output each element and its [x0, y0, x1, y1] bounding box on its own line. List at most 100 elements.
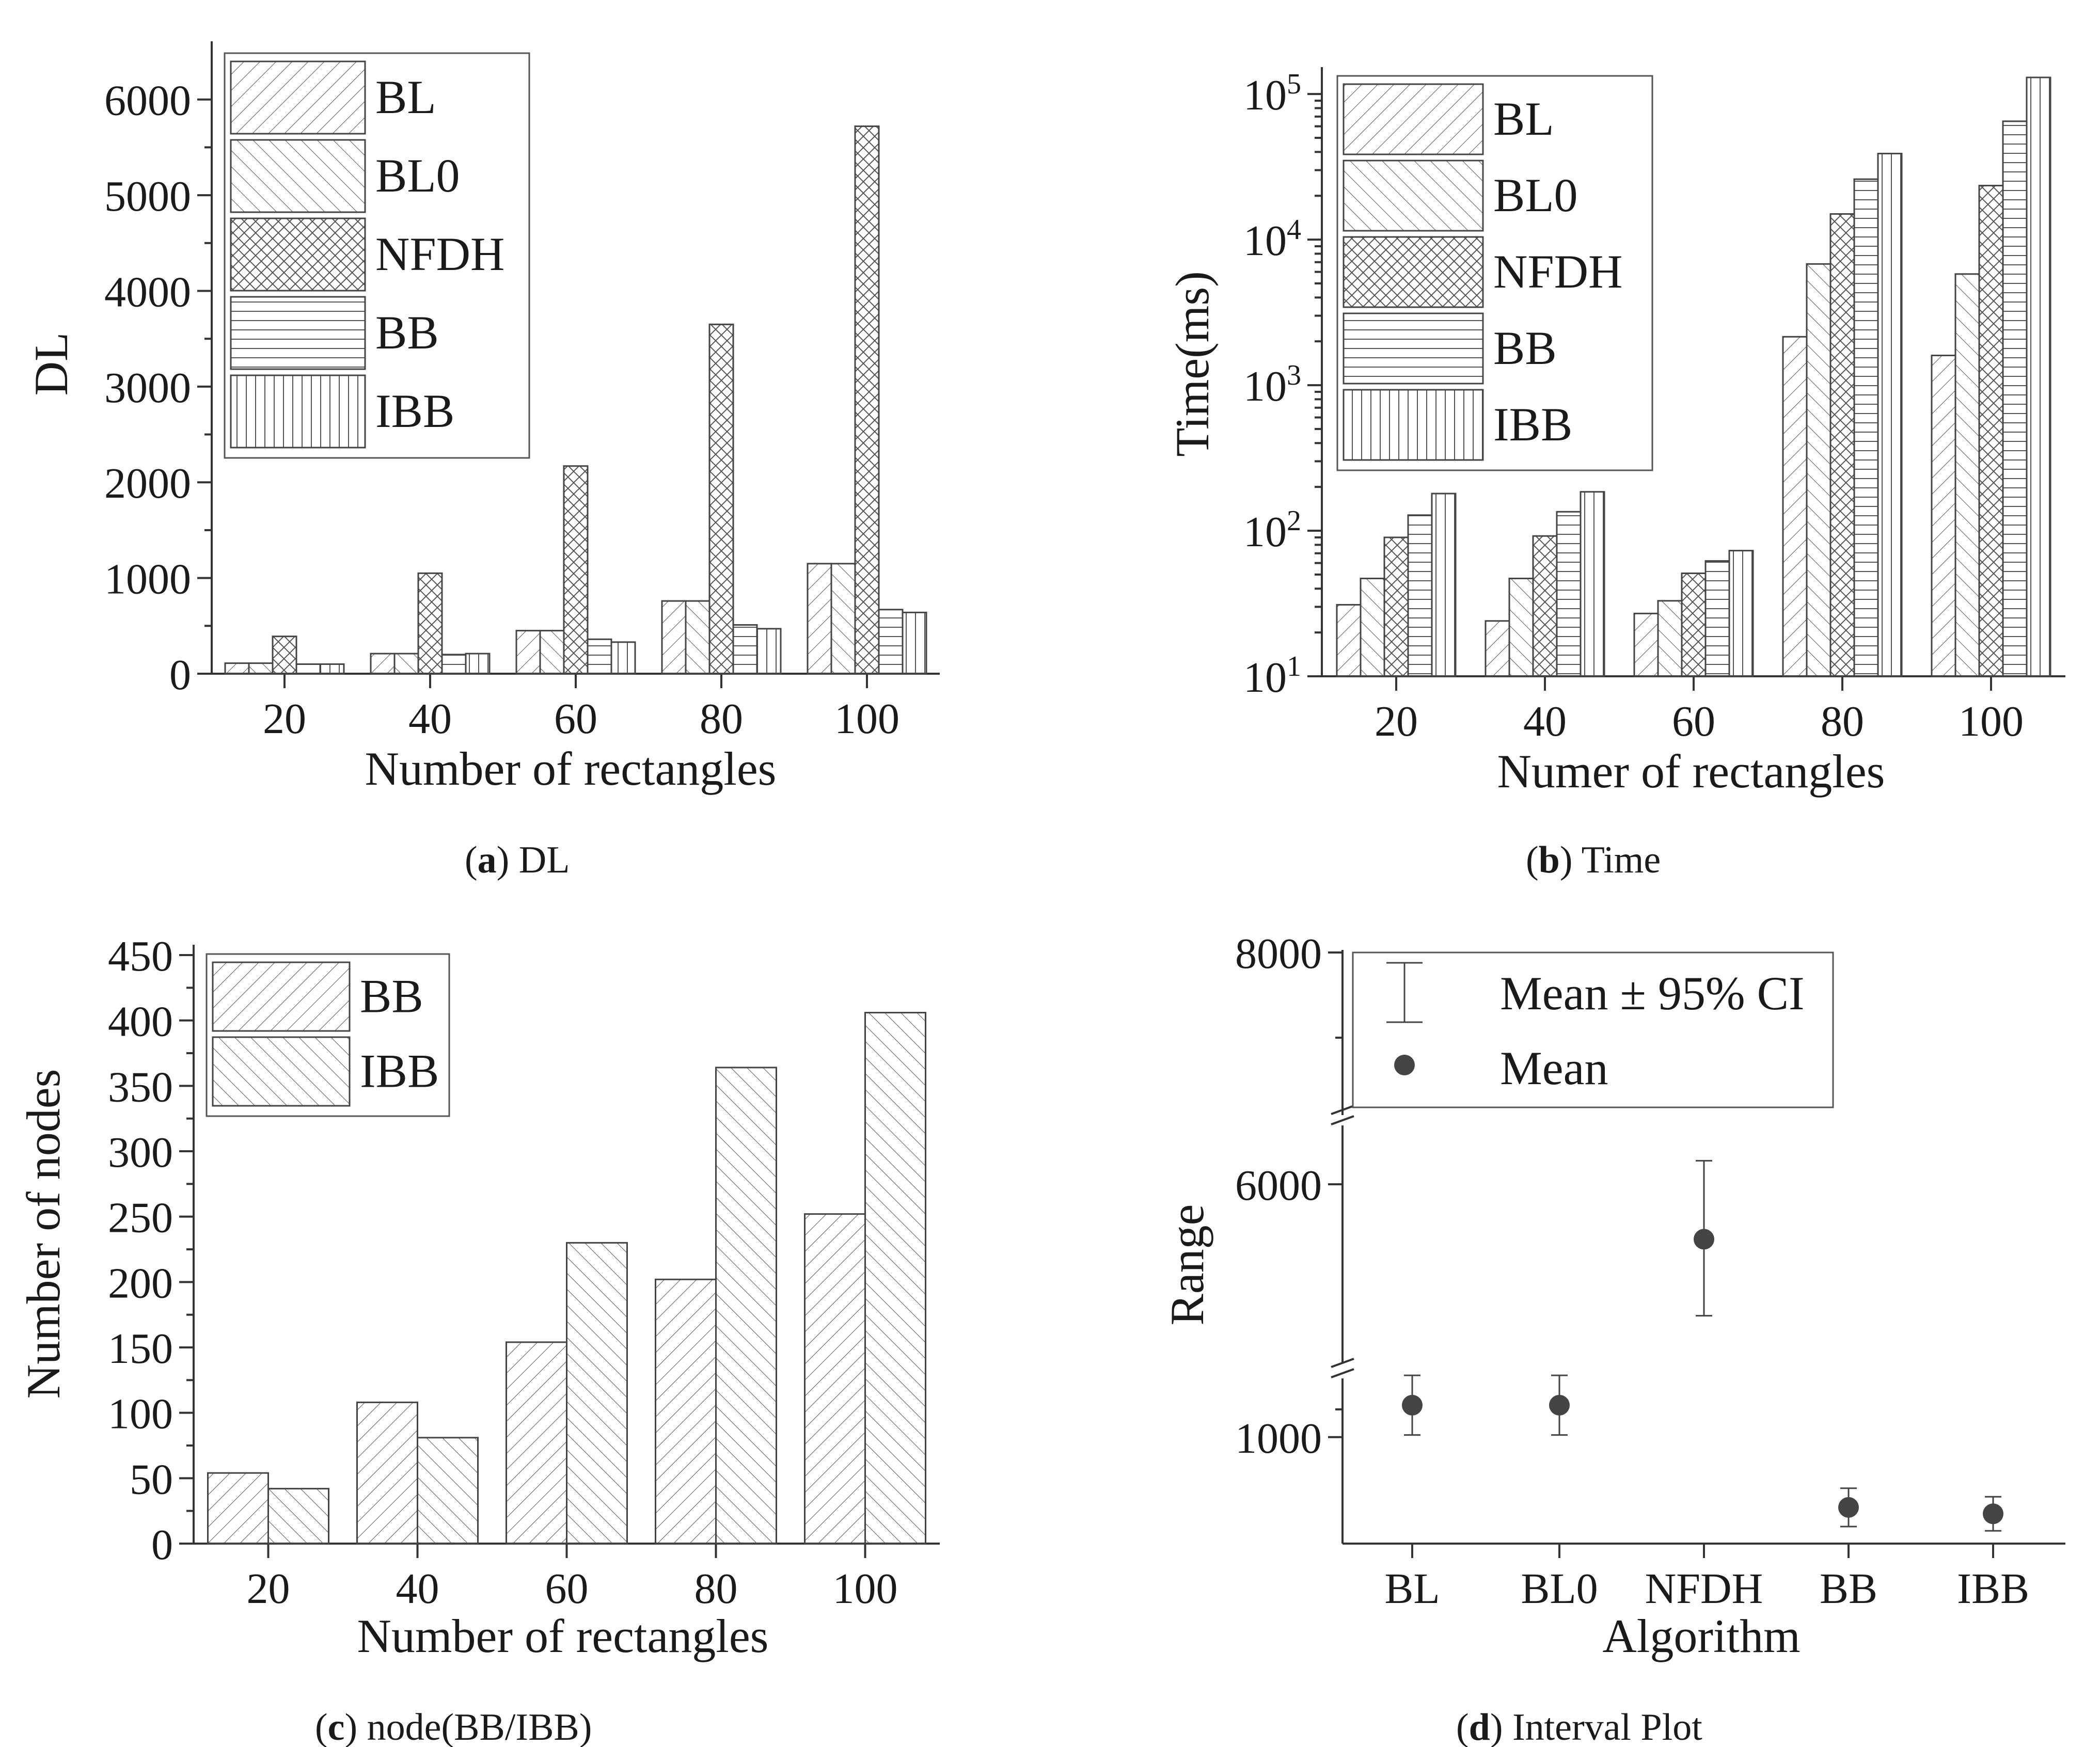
b-bar-ibb-20: [1431, 493, 1457, 677]
d-axis-break-mark: [1331, 1358, 1354, 1368]
c-bar-bb-40: [356, 1401, 418, 1545]
b-bar-ibb-100: [2026, 76, 2051, 677]
c-x-tick-label: 20: [247, 1565, 290, 1613]
c-bar-bb-80: [655, 1278, 717, 1545]
d-axis-break-mark: [1331, 1115, 1354, 1125]
a-bar-ibb-40: [465, 653, 491, 675]
d-axis-break-mark: [1331, 1368, 1354, 1378]
c-x-tick-label: 80: [694, 1565, 738, 1613]
c-y-tick-label: 350: [108, 1063, 173, 1111]
d-legend-label-ci: Mean ± 95% CI: [1500, 967, 1805, 1020]
d-legend-box: [1352, 951, 1834, 1108]
a-x-axis-title: Number of rectangles: [365, 742, 776, 795]
c-bar-bb-100: [804, 1213, 866, 1545]
a-bar-bb-100: [878, 609, 904, 675]
a-y-tick-label: 0: [169, 651, 191, 699]
b-y-tick-label: 105: [1243, 68, 1301, 119]
b-legend-swatch-ibb: [1343, 389, 1484, 461]
b-bar-nfdh-80: [1829, 213, 1855, 677]
c-y-tick-label: 450: [108, 932, 173, 980]
a-y-tick-label: 6000: [104, 77, 191, 125]
b-bar-bl0-100: [1954, 273, 1980, 677]
b-x-tick-label: 100: [1959, 697, 2024, 745]
c-bar-bb-60: [506, 1341, 567, 1545]
d-y-tick-label: 1000: [1235, 1415, 1322, 1463]
a-x-tick-label: 100: [834, 695, 899, 743]
b-x-axis-title: Numer of rectangles: [1497, 745, 1885, 798]
d-legend-label-mean: Mean: [1500, 1042, 1608, 1094]
b-legend-swatch-bb: [1343, 312, 1484, 385]
b-bar-bb-100: [2002, 120, 2028, 677]
a-legend-swatch-ibb: [230, 374, 366, 449]
a-legend-swatch-nfdh: [230, 217, 366, 292]
b-bar-bl0-40: [1508, 577, 1534, 677]
d-mean-point-nfdh: [1694, 1229, 1714, 1250]
c-x-axis-title: Number of rectangles: [357, 1610, 768, 1662]
a-bar-ibb-60: [610, 641, 636, 675]
a-bar-bl0-40: [393, 653, 419, 675]
b-bar-ibb-80: [1877, 152, 1903, 677]
b-bar-bb-40: [1556, 511, 1582, 677]
a-bar-nfdh-20: [272, 636, 297, 675]
a-x-tick-label: 60: [554, 695, 597, 743]
b-bar-nfdh-40: [1532, 535, 1558, 677]
c-bar-bb-20: [207, 1472, 269, 1545]
panel-interval-plot: 1000 6000 8000 BL BL0 NFDH BB IBB Mean ± 95% CI…: [1161, 930, 2065, 1747]
a-bar-bl-40: [370, 653, 396, 675]
a-y-tick-label: 1000: [104, 555, 191, 603]
b-bar-bb-80: [1853, 178, 1879, 677]
d-x-tick-label: NFDH: [1645, 1565, 1763, 1613]
b-legend-swatch-nfdh: [1343, 236, 1484, 308]
d-caption: (d) Interval Plot: [1456, 1706, 1702, 1747]
b-y-tick-label: 103: [1243, 359, 1301, 410]
a-bar-nfdh-100: [854, 125, 880, 675]
d-y-axis-title: Range: [1161, 1204, 1213, 1325]
c-legend-label-bb: BB: [360, 970, 423, 1023]
panel-node-chart: 0 50 100 150 200 250 300 350 400 450 20 40 60 80 100 B…: [17, 932, 940, 1747]
b-bar-bl0-60: [1657, 600, 1683, 677]
a-y-tick-label: 3000: [104, 364, 191, 412]
a-legend-label-ibb: IBB: [375, 385, 454, 437]
a-legend-swatch-bl0: [230, 139, 366, 213]
panel-time-chart: 101 102 103 104 105 20 40 60 80 100 BL BL0 NFDH BB IB…: [1166, 67, 2065, 881]
c-bar-ibb-20: [267, 1488, 329, 1545]
a-bar-bb-80: [732, 624, 758, 675]
d-mean-point-bb: [1838, 1497, 1859, 1518]
b-caption: (b) Time: [1526, 839, 1661, 881]
a-x-tick-label: 80: [700, 695, 743, 743]
a-bar-bl-20: [224, 662, 250, 675]
a-bar-bl-100: [807, 563, 832, 675]
panel-dl-chart: 0 1000 2000 3000 4000 5000 6000 20 40 60 80 100 BL B…: [25, 41, 940, 881]
c-legend-swatch-bb: [212, 961, 351, 1032]
a-bar-bl0-80: [685, 600, 710, 675]
b-legend-label-bb: BB: [1493, 322, 1557, 374]
b-x-tick-label: 60: [1672, 697, 1715, 745]
a-bar-ibb-80: [756, 628, 782, 675]
c-legend-swatch-ibb: [212, 1036, 351, 1107]
b-bar-bl-40: [1485, 620, 1510, 677]
c-y-axis-title: Number of nodes: [17, 1069, 70, 1399]
d-axis-break-mark: [1331, 1105, 1354, 1115]
b-y-axis-title: Time(ms): [1166, 271, 1219, 457]
b-legend-label-nfdh: NFDH: [1493, 245, 1622, 298]
c-legend-label-ibb: IBB: [360, 1045, 439, 1098]
b-bar-bl-60: [1633, 612, 1659, 677]
c-y-tick-label: 100: [108, 1390, 173, 1438]
b-bar-bl0-20: [1360, 577, 1385, 677]
c-bar-ibb-40: [417, 1437, 479, 1545]
d-x-axis-title: Algorithm: [1602, 1610, 1800, 1662]
a-bar-bl-80: [661, 600, 687, 675]
a-bar-bl0-60: [539, 630, 565, 675]
c-y-tick-label: 0: [151, 1521, 173, 1569]
a-bar-nfdh-80: [708, 323, 734, 675]
b-bar-bb-60: [1704, 560, 1730, 677]
c-y-tick-label: 50: [130, 1455, 173, 1503]
c-y-tick-label: 200: [108, 1259, 173, 1307]
b-y-tick-label: 101: [1243, 650, 1301, 702]
c-y-tick-label: 250: [108, 1194, 173, 1242]
d-mean-point-ibb: [1983, 1503, 2003, 1524]
d-x-tick-label: IBB: [1957, 1565, 2029, 1613]
a-bar-bb-20: [295, 663, 321, 675]
a-bar-nfdh-60: [563, 465, 589, 675]
